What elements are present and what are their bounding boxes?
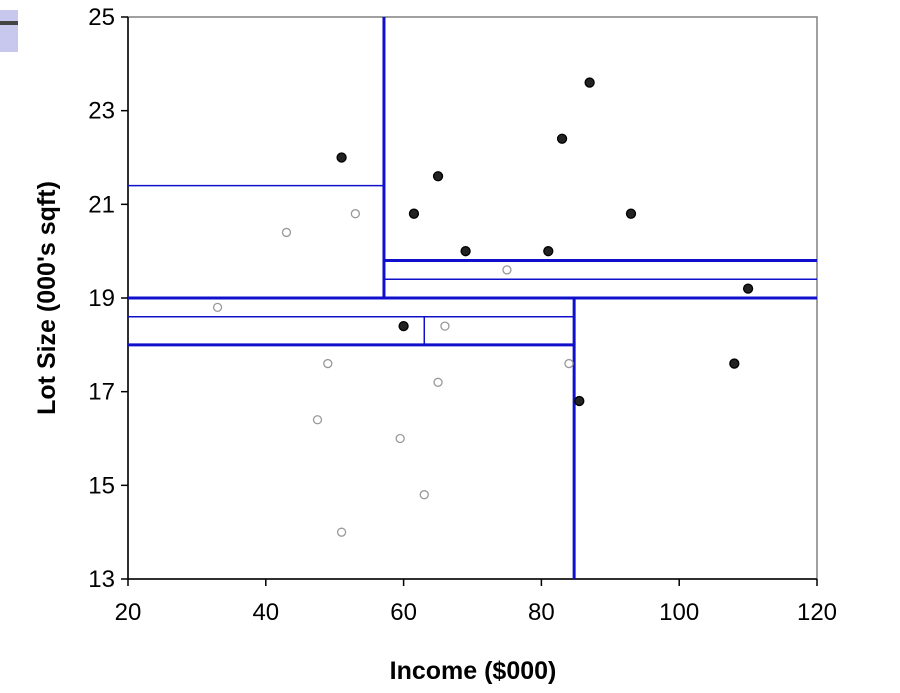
filled-data-point [408,208,420,219]
hollow-data-point [323,358,333,369]
hollow-data-point [336,527,347,537]
hollow-data-point [502,265,512,275]
hollow-data-point [440,321,450,331]
filled-data-point [336,152,347,163]
x-tick-label: 60 [390,599,417,626]
filled-data-point [398,320,409,332]
x-tick-label: 20 [115,599,142,626]
y-axis-title: Lot Size (000's sqft) [33,181,61,415]
y-tick-label: 13 [88,566,115,593]
hollow-data-point [212,302,223,313]
filled-data-point [584,77,595,88]
filled-data-point [742,283,754,294]
y-tick-label: 21 [88,191,115,218]
hollow-data-point [281,227,292,238]
hollow-data-point [395,433,405,444]
filled-data-point [543,246,554,257]
filled-data-point [729,358,740,369]
partition-lines [128,17,817,579]
y-tick-label: 17 [88,379,115,406]
x-tick-label: 40 [252,599,279,626]
y-tick-label: 15 [88,472,115,499]
hollow-data-point [312,415,323,425]
y-tick-label: 25 [88,4,115,31]
x-axis-title: Income ($000) [390,657,557,685]
data-points [212,77,754,537]
y-tick-label: 23 [88,98,115,125]
x-tick-label: 120 [797,599,837,626]
y-tick-label: 19 [88,285,115,312]
x-tick-label: 80 [528,599,555,626]
filled-data-point [625,208,637,219]
x-tick-label: 100 [659,599,699,626]
hollow-data-point [350,209,361,219]
hollow-data-point [433,377,443,387]
slide-accent-bar [0,21,18,25]
filled-data-point [556,133,568,144]
filled-data-point [460,246,471,257]
hollow-data-point [564,358,574,369]
slide-accent-block [0,10,18,52]
hollow-data-point [419,490,429,500]
filled-data-point [574,395,585,407]
filled-data-point [432,171,444,182]
axis-ticks: 20 40 60 80 100 120 13 15 17 19 21 23 25 [88,4,837,626]
